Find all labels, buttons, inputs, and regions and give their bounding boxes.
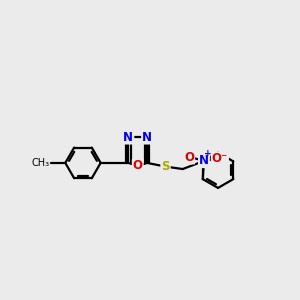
Text: N: N: [199, 154, 209, 167]
Text: N: N: [142, 130, 152, 144]
Text: +: +: [204, 149, 211, 158]
Text: O: O: [133, 159, 143, 172]
Text: N: N: [123, 130, 134, 144]
Text: O⁻: O⁻: [212, 152, 228, 165]
Text: S: S: [161, 160, 170, 173]
Text: CH₃: CH₃: [31, 158, 49, 168]
Text: O: O: [184, 151, 194, 164]
